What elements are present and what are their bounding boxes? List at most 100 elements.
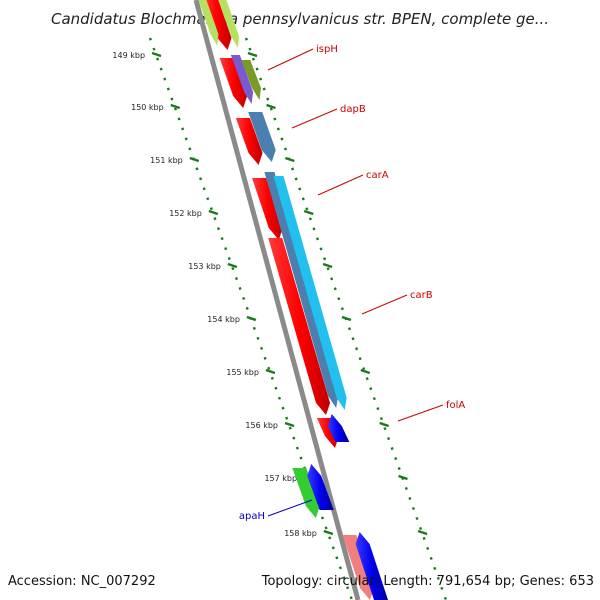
scale-minor-tick bbox=[349, 596, 353, 600]
scale-major-tick bbox=[170, 103, 181, 110]
gene-label-cara: carA bbox=[366, 170, 389, 181]
cds-feature bbox=[307, 464, 334, 510]
scale-minor-tick bbox=[199, 177, 203, 181]
scale-minor-tick bbox=[273, 117, 277, 121]
scale-minor-tick bbox=[299, 456, 303, 460]
scale-tick-label: 158 kbp bbox=[284, 529, 317, 538]
scale-minor-tick bbox=[419, 526, 423, 531]
scale-minor-tick bbox=[379, 417, 383, 421]
scale-minor-tick bbox=[166, 87, 170, 91]
scale-minor-tick bbox=[259, 77, 263, 81]
cds-feature bbox=[292, 468, 320, 518]
scale-minor-tick bbox=[260, 346, 264, 350]
scale-minor-tick bbox=[376, 407, 380, 411]
scale-minor-tick bbox=[266, 97, 270, 101]
scale-major-tick bbox=[341, 315, 352, 322]
scale-tick-label: 156 kbp bbox=[245, 421, 278, 430]
cds-feature bbox=[218, 0, 239, 48]
scale-minor-tick bbox=[429, 556, 433, 560]
scale-minor-tick bbox=[181, 127, 185, 131]
scale-minor-tick bbox=[411, 506, 415, 511]
scale-minor-tick bbox=[195, 167, 199, 171]
scale-minor-tick bbox=[156, 57, 160, 61]
scale-major-tick bbox=[303, 209, 314, 216]
scale-minor-tick bbox=[323, 257, 327, 261]
scale-minor-tick bbox=[276, 127, 280, 131]
scale-minor-tick bbox=[337, 297, 341, 301]
gene-label-apah: apaH bbox=[239, 511, 265, 522]
cds-feature bbox=[264, 172, 339, 408]
scale-minor-tick bbox=[443, 596, 447, 600]
scale-minor-tick bbox=[355, 347, 359, 351]
scale-minor-tick bbox=[324, 526, 328, 530]
gene-features bbox=[198, 0, 388, 600]
genome-backbone bbox=[193, 0, 361, 600]
gene-leader-line bbox=[361, 294, 408, 315]
scale-minor-tick bbox=[152, 47, 156, 51]
scale-minor-tick bbox=[292, 436, 296, 440]
scale-major-tick bbox=[284, 421, 295, 428]
gene-leader-line bbox=[317, 174, 364, 196]
scale-minor-tick bbox=[274, 386, 278, 390]
scale-major-tick bbox=[151, 51, 162, 58]
scale-minor-tick bbox=[291, 167, 295, 171]
gene-label-fola: folA bbox=[446, 400, 465, 411]
genome-info-text: Topology: circular; Length: 791,654 bp; … bbox=[261, 574, 594, 589]
scale-tick-label: 154 kbp bbox=[207, 315, 240, 324]
scale-major-tick bbox=[266, 103, 276, 110]
cds-feature bbox=[327, 414, 350, 442]
scale-major-tick bbox=[360, 368, 371, 375]
scale-minor-tick bbox=[305, 207, 309, 211]
cds-feature bbox=[241, 60, 261, 100]
scale-minor-tick bbox=[280, 137, 284, 141]
map-title: Candidatus Blochmannia pennsylvanicus st… bbox=[50, 10, 550, 28]
scale-minor-tick bbox=[331, 546, 335, 550]
scale-major-tick bbox=[417, 529, 428, 536]
scale-minor-tick bbox=[358, 357, 362, 361]
scale-major-tick bbox=[208, 209, 219, 216]
scale-major-tick bbox=[189, 156, 200, 163]
scale-minor-tick bbox=[248, 47, 252, 51]
cds-feature bbox=[248, 112, 276, 162]
cds-feature bbox=[198, 0, 219, 46]
gene-leader-line bbox=[397, 404, 444, 422]
cds-feature bbox=[235, 118, 263, 165]
scale-minor-tick bbox=[362, 367, 366, 371]
gene-labels: ispH dapB carA carB folA apaH bbox=[239, 44, 466, 522]
scale-minor-tick bbox=[263, 356, 267, 360]
scale-minor-tick bbox=[320, 516, 325, 520]
scale-major-tick bbox=[284, 156, 295, 163]
scale-minor-tick bbox=[433, 566, 437, 570]
scale-minor-tick bbox=[312, 227, 316, 231]
scale-minor-tick bbox=[242, 296, 246, 301]
scale-minor-tick bbox=[202, 187, 206, 191]
scale-minor-tick bbox=[216, 227, 221, 231]
scale-minor-tick bbox=[148, 37, 152, 41]
scale-minor-tick bbox=[294, 177, 298, 181]
scale-minor-tick bbox=[330, 277, 334, 281]
scale-minor-tick bbox=[227, 257, 231, 261]
scale-tick-label: 155 kbp bbox=[226, 368, 259, 377]
scale-minor-tick bbox=[184, 137, 188, 141]
scale-minor-tick bbox=[436, 576, 440, 580]
scale-minor-tick bbox=[308, 217, 312, 221]
scale-tick-label: 149 kbp bbox=[112, 51, 145, 60]
scale-major-tick bbox=[247, 51, 258, 58]
scale-minor-tick bbox=[326, 267, 330, 271]
scale-minor-tick bbox=[426, 546, 430, 550]
scale-minor-tick bbox=[252, 326, 256, 330]
scale-minor-tick bbox=[245, 306, 249, 310]
cds-feature bbox=[219, 58, 248, 108]
scale-minor-tick bbox=[346, 586, 350, 590]
scale-minor-tick bbox=[408, 496, 412, 501]
scale-major-tick bbox=[322, 262, 333, 269]
scale-minor-tick bbox=[238, 286, 242, 291]
scale-minor-tick bbox=[177, 117, 181, 121]
scale-minor-tick bbox=[347, 327, 351, 331]
scale-minor-tick bbox=[422, 536, 426, 540]
cds-feature bbox=[204, 0, 232, 50]
scale-minor-tick bbox=[338, 566, 342, 570]
scale-major-tick bbox=[398, 474, 408, 481]
